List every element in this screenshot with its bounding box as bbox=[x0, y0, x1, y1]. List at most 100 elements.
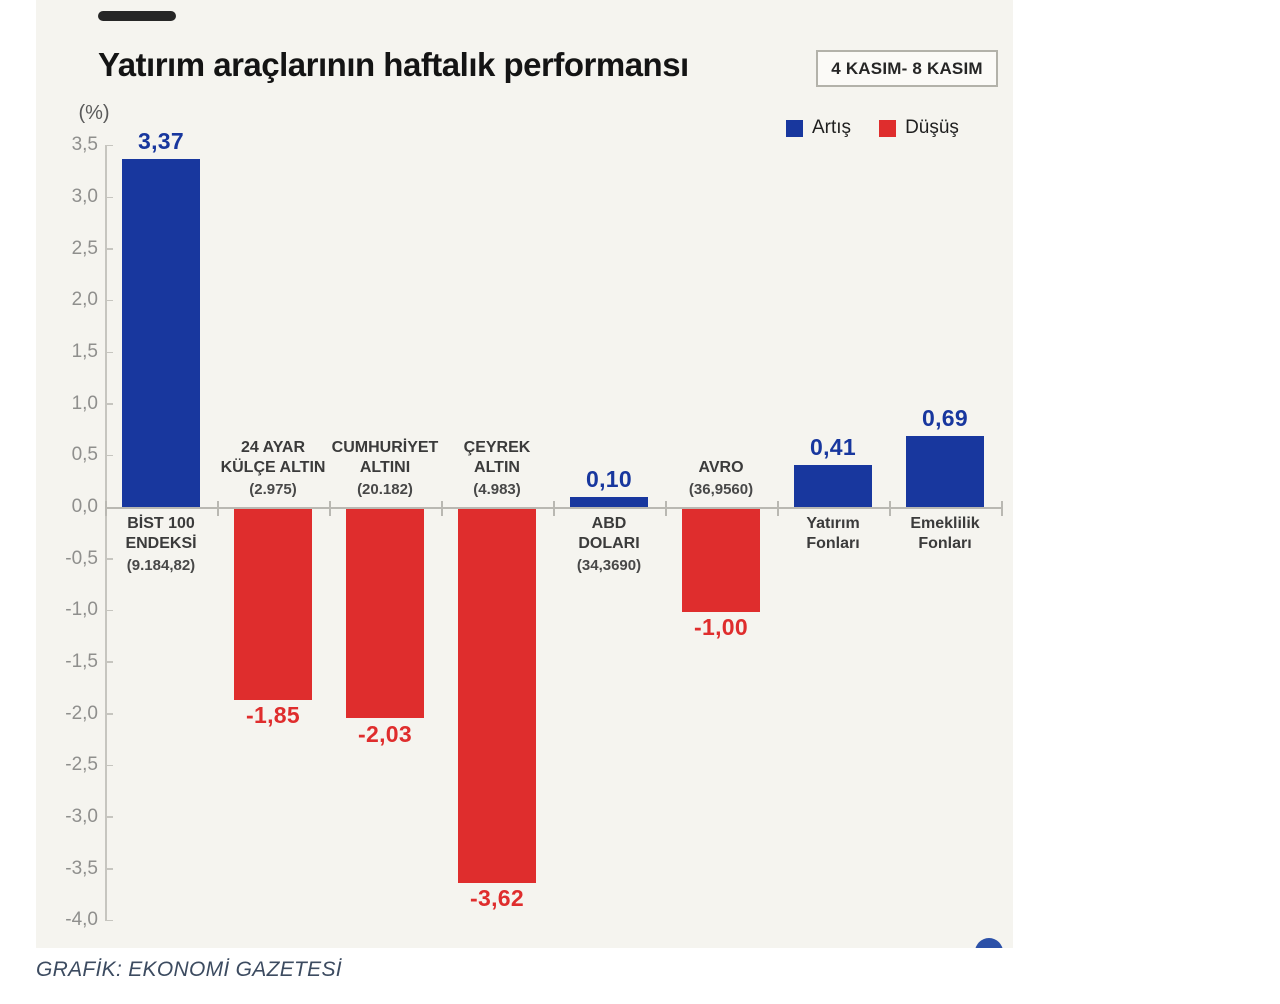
y-axis-tick-label: -3,0 bbox=[65, 805, 98, 827]
bar-category-label: BİST 100 ENDEKSİ (9.184,82) bbox=[85, 514, 237, 577]
category-boundary-tick bbox=[889, 501, 891, 516]
y-axis-tick-label: -3,5 bbox=[65, 857, 98, 879]
y-axis-tick-label: 2,0 bbox=[71, 289, 98, 311]
category-name-line: 24 AYAR bbox=[240, 439, 306, 456]
y-axis-tick-label: -4,0 bbox=[65, 909, 98, 931]
bar-category-label: CUMHURİYET ALTINI (20.182) bbox=[309, 437, 461, 501]
y-axis-tick-label: -0,5 bbox=[65, 547, 98, 569]
category-name-line: CUMHURİYET bbox=[331, 439, 439, 456]
y-axis-tick-label: 0,0 bbox=[71, 496, 98, 517]
category-name-line: ENDEKSİ bbox=[125, 535, 197, 552]
y-axis-tick bbox=[105, 816, 113, 818]
decrease-swatch-icon bbox=[879, 119, 897, 137]
y-axis-tick-label: 0,5 bbox=[71, 444, 98, 466]
bar bbox=[234, 508, 312, 700]
category-current-value: (34,3690) bbox=[576, 557, 642, 574]
category-name-line: DOLARI bbox=[578, 535, 640, 552]
category-current-value: (36,9560) bbox=[688, 481, 754, 498]
y-axis-tick bbox=[105, 868, 113, 870]
date-range-badge: 4 KASIM- 8 KASIM bbox=[816, 50, 998, 87]
category-current-value: (4.983) bbox=[473, 481, 521, 498]
category-name-line: Fonları bbox=[918, 535, 972, 552]
category-name-line: AVRO bbox=[698, 459, 744, 476]
y-axis-tick-label: -1,0 bbox=[65, 599, 98, 621]
category-name-line: ABD bbox=[591, 515, 627, 532]
category-boundary-tick bbox=[441, 501, 443, 516]
y-axis-tick bbox=[105, 351, 113, 353]
y-axis-tick bbox=[105, 919, 113, 922]
y-axis-tick bbox=[105, 454, 113, 457]
bar-category-label: ÇEYREK ALTIN (4.983) bbox=[421, 437, 573, 501]
chart-card: Yatırım araçlarının haftalık performansı… bbox=[36, 0, 1013, 948]
bar-value-label: 0,69 bbox=[922, 404, 968, 431]
bar-value-label: -3,62 bbox=[470, 885, 524, 912]
category-boundary-tick bbox=[553, 501, 555, 516]
bar-value-label: 0,10 bbox=[586, 465, 632, 492]
category-name-line: Yatırım bbox=[806, 515, 860, 532]
y-axis-tick bbox=[105, 764, 113, 767]
y-axis-tick bbox=[105, 144, 113, 147]
bar bbox=[570, 496, 648, 507]
legend-decrease-label: Düşüş bbox=[905, 117, 959, 138]
bar-category-label: AVRO (36,9560) bbox=[645, 437, 797, 501]
y-axis-tick bbox=[105, 661, 113, 663]
y-axis-unit-label: (%) bbox=[78, 102, 110, 124]
bar-value-label: -1,00 bbox=[694, 614, 748, 641]
y-axis-tick-label: 3,0 bbox=[71, 186, 98, 207]
bar-value-label: -2,03 bbox=[358, 720, 412, 747]
chart-credit: GRAFİK: EKONOMİ GAZETESİ bbox=[36, 958, 342, 981]
bar-category-label: Yatırım Fonları bbox=[757, 514, 909, 554]
category-current-value: (20.182) bbox=[357, 481, 413, 498]
bar-category-label: 24 AYAR KÜLÇE ALTIN (2.975) bbox=[197, 437, 349, 501]
bar bbox=[906, 435, 984, 507]
y-axis-line bbox=[105, 145, 107, 920]
bar bbox=[682, 508, 760, 612]
y-axis-tick-label: 2,5 bbox=[71, 237, 98, 259]
category-name-line: Fonları bbox=[806, 535, 860, 552]
bar-value-label: 0,41 bbox=[810, 433, 856, 460]
y-axis-tick bbox=[105, 713, 113, 715]
category-current-value: (2.975) bbox=[249, 481, 297, 498]
y-axis-tick bbox=[105, 609, 113, 612]
bar bbox=[122, 158, 200, 507]
bar bbox=[346, 508, 424, 719]
category-name-line: ALTINI bbox=[359, 459, 411, 476]
plot-area: 3,5 3,0 2,5 2,0 1,5 1,0 0,5 0,0 -0,5 -1,0 -1,5 -2,0… bbox=[36, 0, 1013, 948]
y-axis-tick bbox=[105, 196, 113, 198]
category-name-line: ALTIN bbox=[474, 459, 520, 476]
bar-value-label: 3,37 bbox=[138, 127, 184, 154]
category-boundary-tick bbox=[665, 501, 667, 516]
y-axis-tick bbox=[105, 299, 113, 302]
category-boundary-tick bbox=[105, 501, 107, 516]
bar bbox=[458, 508, 536, 883]
bar-value-label: -1,85 bbox=[246, 702, 300, 729]
chart-title: Yatırım araçlarının haftalık performansı bbox=[98, 46, 689, 83]
bar bbox=[794, 464, 872, 507]
bar-category-label: Emeklilik Fonları bbox=[869, 514, 1013, 554]
legend-increase-label: Artış bbox=[812, 117, 852, 138]
category-name-line: BİST 100 bbox=[127, 515, 195, 532]
top-dash-decoration bbox=[98, 11, 176, 21]
legend-item-increase: Artış bbox=[786, 117, 851, 139]
legend: Artış Düşüş bbox=[786, 117, 959, 139]
legend-item-decrease: Düşüş bbox=[879, 117, 959, 139]
bar-category-label: ABD DOLARI (34,3690) bbox=[533, 514, 685, 577]
category-boundary-tick bbox=[1001, 501, 1003, 516]
category-name-line: KÜLÇE ALTIN bbox=[220, 459, 326, 476]
y-axis-tick-label: -2,0 bbox=[65, 702, 98, 724]
category-boundary-tick bbox=[329, 501, 331, 516]
category-name-line: Emeklilik bbox=[910, 515, 980, 532]
y-axis-tick-label: -2,5 bbox=[65, 754, 98, 776]
y-axis-tick-label: -1,5 bbox=[65, 650, 98, 672]
y-axis-tick bbox=[105, 558, 113, 560]
y-axis-tick-label: 1,5 bbox=[71, 341, 98, 362]
y-axis-tick bbox=[105, 248, 113, 250]
category-current-value: (9.184,82) bbox=[126, 557, 196, 574]
category-name-line: ÇEYREK bbox=[463, 439, 531, 456]
category-boundary-tick bbox=[217, 501, 219, 516]
y-axis-tick-label: 3,5 bbox=[71, 134, 98, 156]
publisher-logo-dot bbox=[975, 938, 1003, 948]
y-axis-tick bbox=[105, 403, 113, 405]
category-boundary-tick bbox=[777, 501, 779, 516]
